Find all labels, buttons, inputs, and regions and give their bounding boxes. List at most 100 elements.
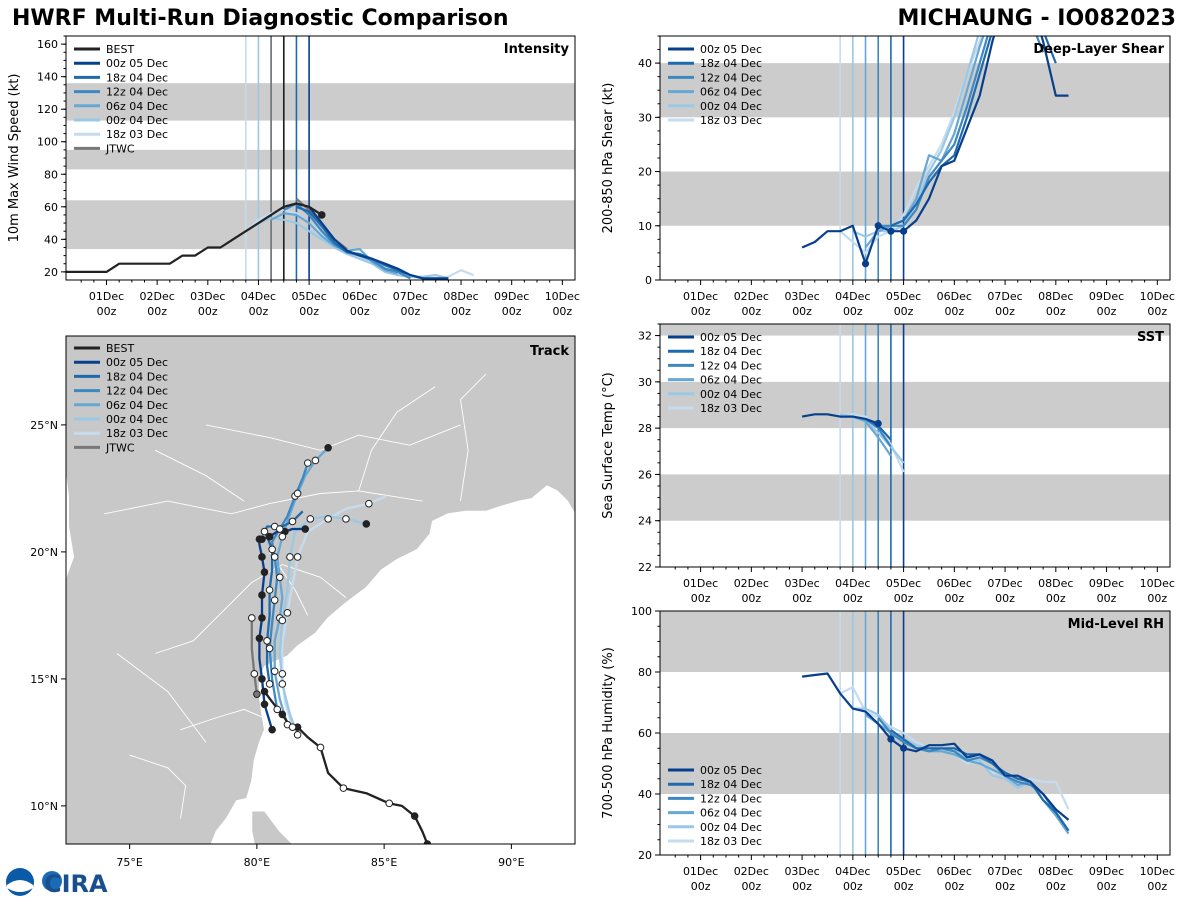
track-point xyxy=(278,670,287,678)
figure-title: HWRF Multi-Run Diagnostic Comparison xyxy=(12,6,509,31)
x-tick-sublabel: 00z xyxy=(894,592,914,605)
track-point xyxy=(273,705,282,714)
x-tick-sublabel: 00z xyxy=(401,305,421,318)
lat-tick-label: 25°N xyxy=(30,419,58,432)
x-tick-label: 01Dec xyxy=(683,865,718,878)
state-border xyxy=(180,708,263,731)
track-point xyxy=(260,700,269,709)
series-line-00z-04-dec xyxy=(852,36,980,238)
state-border xyxy=(205,424,461,451)
lat-tick-label: 10°N xyxy=(30,800,58,813)
track-point xyxy=(278,680,287,688)
x-tick-label: 03Dec xyxy=(784,865,819,878)
data-point xyxy=(317,211,326,219)
track-point xyxy=(258,535,266,544)
y-axis-label: 10m Max Wind Speed (kt) xyxy=(7,74,22,243)
threshold-band xyxy=(66,149,575,170)
y-tick-label: 32 xyxy=(638,330,652,343)
y-tick-label: 100 xyxy=(37,136,58,149)
x-tick-label: 06Dec xyxy=(342,290,377,303)
threshold-band xyxy=(660,63,1170,118)
track-point xyxy=(288,517,297,526)
x-tick-label: 10Dec xyxy=(1140,865,1175,878)
y-tick-label: 40 xyxy=(638,57,652,70)
lon-tick-label: 85°E xyxy=(371,856,397,869)
x-tick-sublabel: 00z xyxy=(552,305,572,318)
x-tick-sublabel: 00z xyxy=(451,305,471,318)
legend-label: 06z 04 Dec xyxy=(106,399,168,412)
y-tick-label: 24 xyxy=(638,515,652,528)
x-tick-label: 05Dec xyxy=(886,577,921,590)
track-point xyxy=(303,459,312,467)
track-point xyxy=(275,573,284,582)
x-tick-sublabel: 00z xyxy=(843,592,863,605)
track-point xyxy=(263,637,271,645)
x-tick-label: 08Dec xyxy=(443,290,478,303)
x-tick-label: 02Dec xyxy=(734,577,769,590)
panel-title: Mid-Level RH xyxy=(1068,617,1164,632)
x-tick-label: 04Dec xyxy=(835,290,870,303)
panel-title: Track xyxy=(530,344,569,359)
track-point xyxy=(270,596,279,604)
legend-label: 18z 04 Dec xyxy=(700,57,762,70)
x-tick-sublabel: 00z xyxy=(792,305,812,318)
x-tick-sublabel: 00z xyxy=(1046,592,1066,605)
track-point xyxy=(385,799,394,808)
state-border xyxy=(460,373,487,502)
legend-label: 18z 03 Dec xyxy=(106,427,168,440)
legend-label: 18z 04 Dec xyxy=(700,778,762,791)
series-line-06z-04-dec xyxy=(852,415,892,457)
track-point xyxy=(423,840,432,844)
y-axis-label: Sea Surface Temp (°C) xyxy=(601,372,616,519)
track-point xyxy=(324,515,332,523)
threshold-band xyxy=(660,171,1170,226)
series-line-00z-05-dec xyxy=(801,413,879,425)
x-tick-label: 08Dec xyxy=(1038,290,1073,303)
x-tick-label: 09Dec xyxy=(1089,865,1124,878)
legend-label: 06z 04 Dec xyxy=(700,86,762,99)
legend-label: 18z 04 Dec xyxy=(106,71,168,84)
legend-label: 12z 04 Dec xyxy=(700,359,762,372)
data-point xyxy=(874,222,882,230)
x-tick-sublabel: 00z xyxy=(741,880,761,893)
y-tick-label: 100 xyxy=(631,605,652,618)
track-point xyxy=(342,515,350,523)
data-point xyxy=(899,227,908,235)
track-point xyxy=(278,616,287,625)
state-border xyxy=(154,449,245,502)
track-point xyxy=(293,553,302,561)
track-point xyxy=(258,553,266,561)
legend-label: 12z 04 Dec xyxy=(700,71,762,84)
legend-label: BEST xyxy=(106,342,134,355)
track-point xyxy=(247,614,256,622)
legend-label: 12z 04 Dec xyxy=(106,385,168,398)
x-tick-sublabel: 00z xyxy=(97,305,117,318)
track-point xyxy=(293,489,302,498)
threshold-band xyxy=(660,324,1170,336)
x-tick-sublabel: 00z xyxy=(1046,880,1066,893)
x-tick-sublabel: 00z xyxy=(843,880,863,893)
state-border xyxy=(116,653,207,743)
plot-area xyxy=(660,324,1170,567)
series-line-12z-04-dec xyxy=(878,36,1045,227)
x-tick-sublabel: 00z xyxy=(1147,880,1167,893)
y-tick-label: 80 xyxy=(638,666,652,679)
track-point xyxy=(339,784,348,792)
x-tick-sublabel: 00z xyxy=(741,305,761,318)
track-point xyxy=(270,667,279,676)
x-tick-label: 05Dec xyxy=(291,290,326,303)
x-tick-sublabel: 00z xyxy=(299,305,319,318)
x-tick-sublabel: 00z xyxy=(894,305,914,318)
plot-area xyxy=(66,36,575,280)
lat-tick-label: 20°N xyxy=(30,546,58,559)
x-tick-sublabel: 00z xyxy=(792,880,812,893)
track-point xyxy=(288,723,297,731)
y-tick-label: 10 xyxy=(638,220,652,233)
threshold-band xyxy=(660,474,1170,521)
y-tick-label: 26 xyxy=(638,468,652,481)
x-tick-sublabel: 00z xyxy=(741,592,761,605)
legend-label: 06z 04 Dec xyxy=(106,100,168,113)
x-tick-sublabel: 00z xyxy=(944,305,964,318)
series-line-best xyxy=(66,202,323,273)
x-tick-label: 02Dec xyxy=(734,865,769,878)
